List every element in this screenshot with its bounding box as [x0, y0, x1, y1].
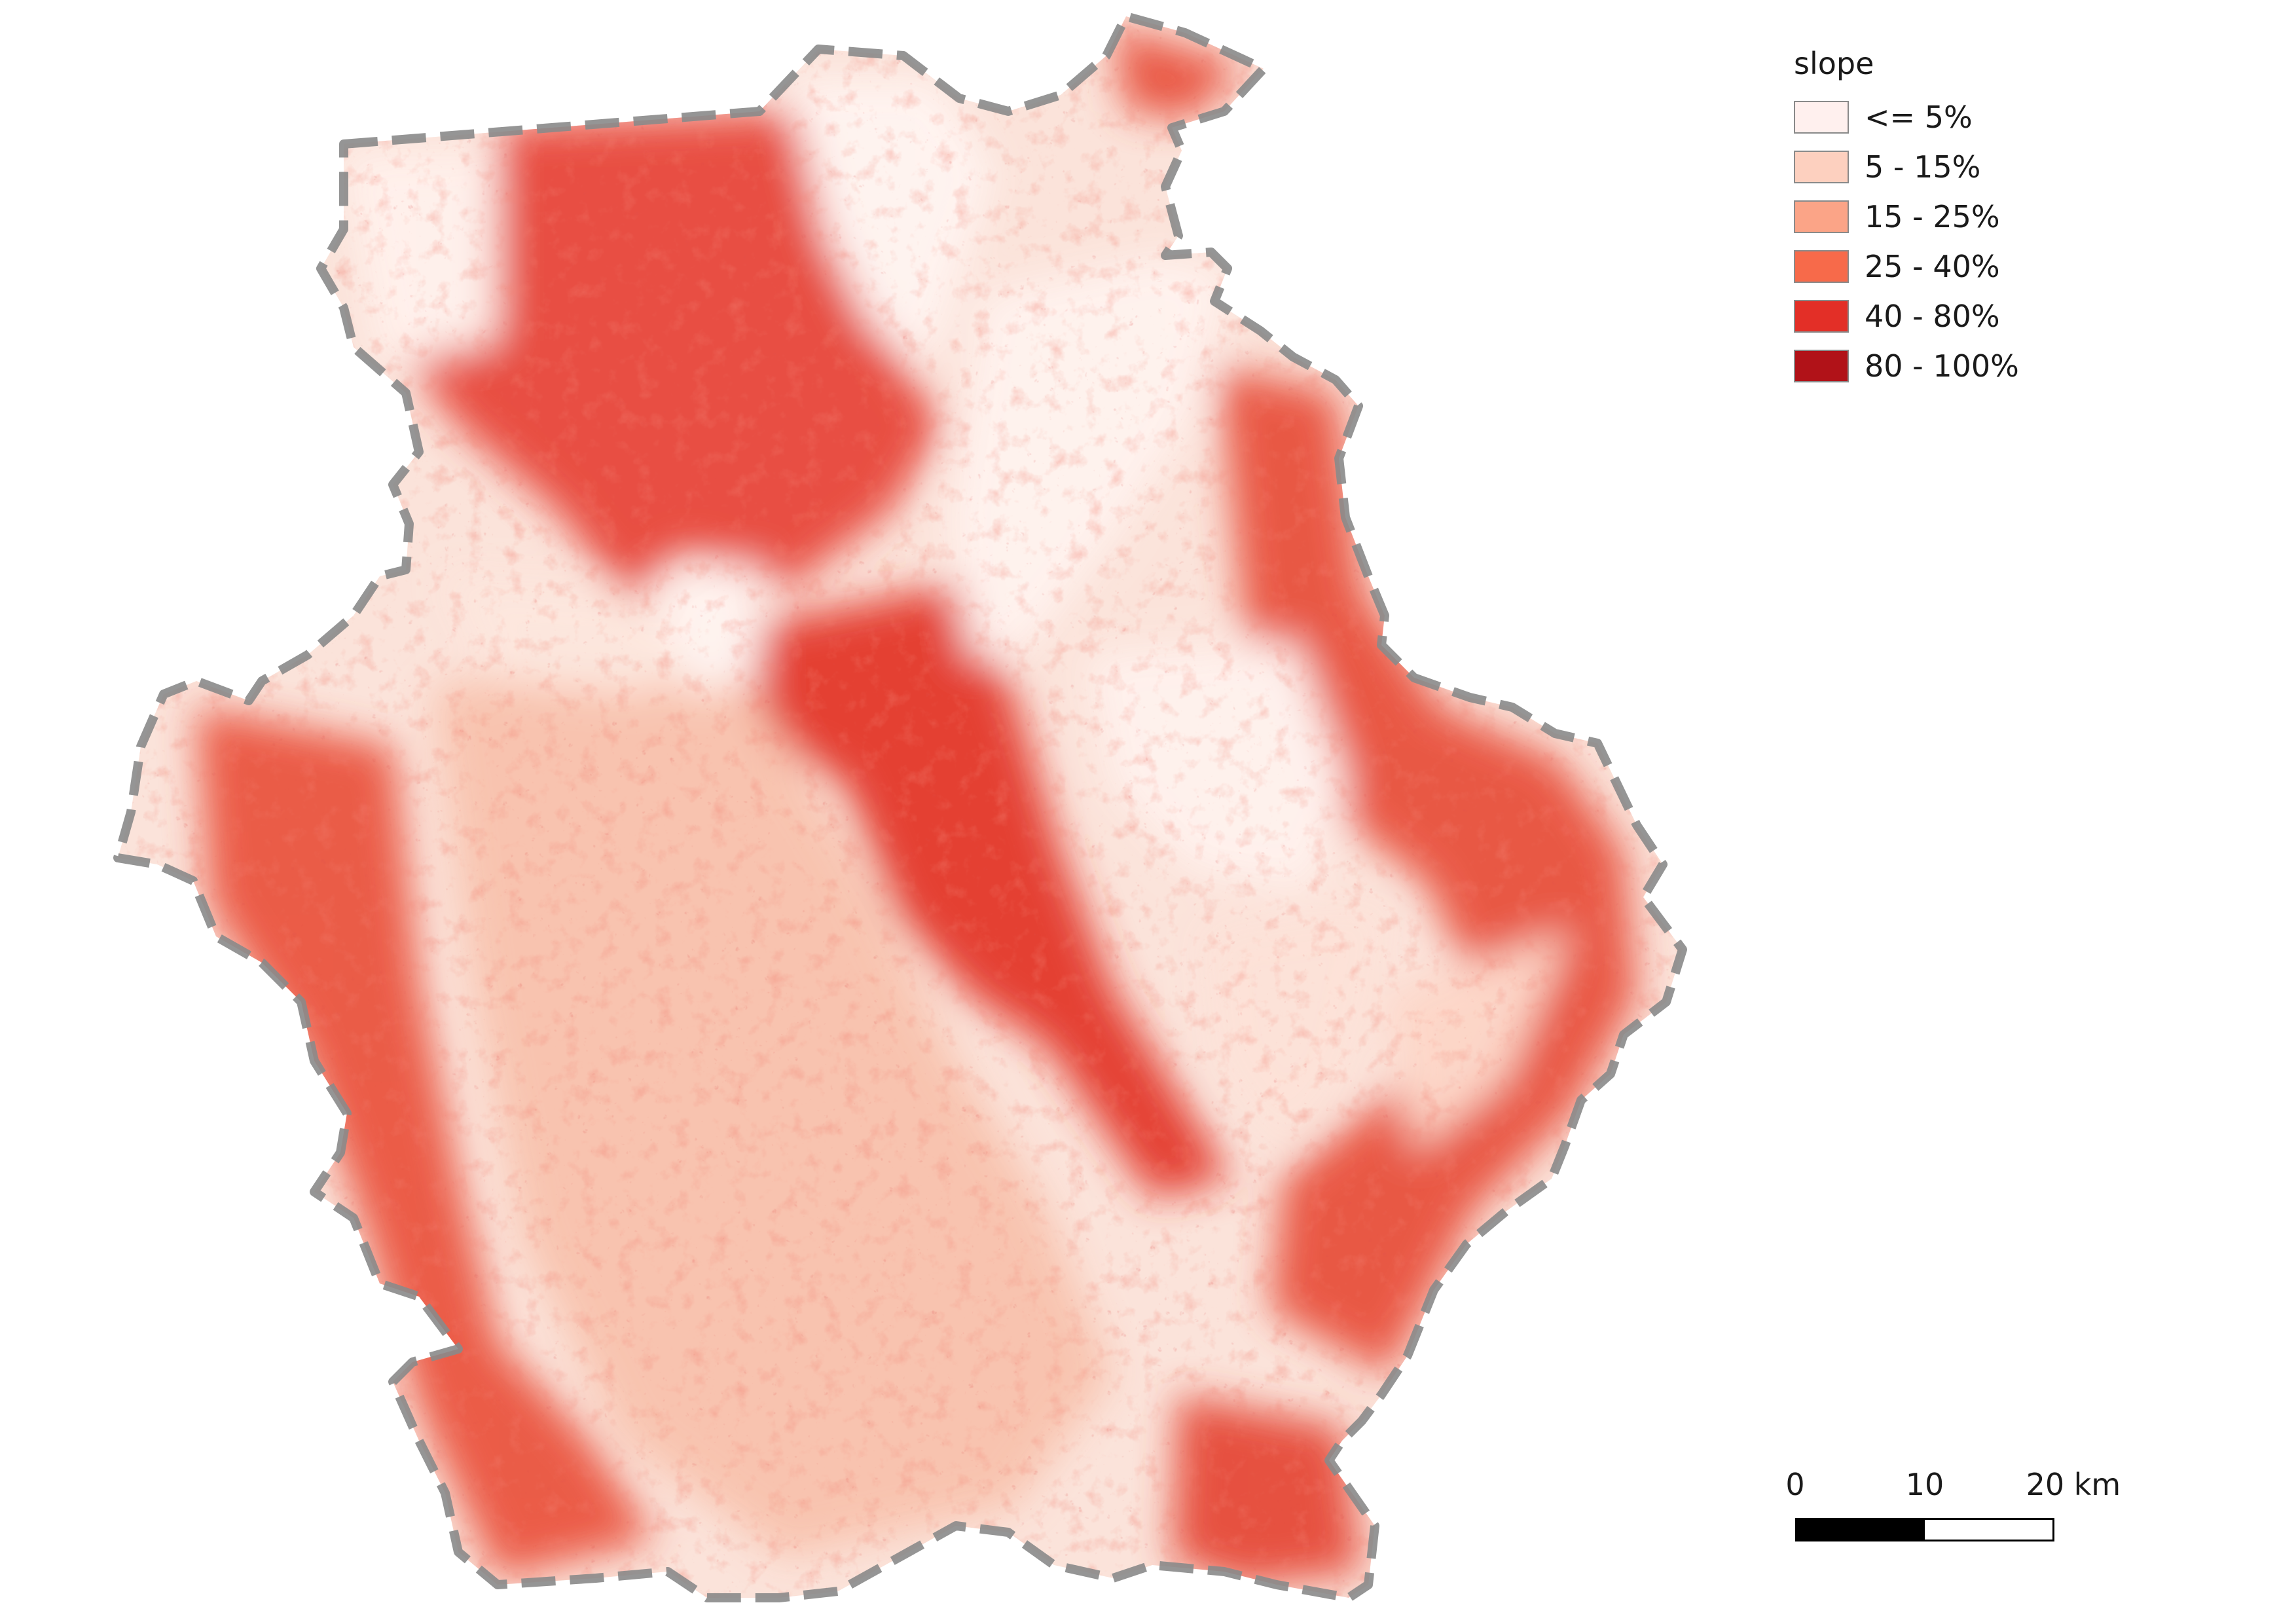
legend-item: 5 - 15%	[1794, 147, 2187, 187]
legend-label: 25 - 40%	[1865, 249, 2000, 284]
scalebar-label-0: 0	[1785, 1467, 1805, 1502]
legend-label: 80 - 100%	[1865, 348, 2019, 384]
legend-swatch	[1794, 350, 1849, 382]
scalebar-bar	[1795, 1518, 2054, 1541]
region-boundary	[113, 12, 1687, 1602]
legend-label: 40 - 80%	[1865, 299, 2000, 334]
legend-swatch	[1794, 300, 1849, 333]
legend-item: 25 - 40%	[1794, 246, 2187, 287]
scalebar-label-20: 20 km	[2026, 1467, 2121, 1502]
scalebar-segment-white	[1925, 1520, 2052, 1540]
legend-label: 15 - 25%	[1865, 199, 2000, 234]
legend-swatch	[1794, 250, 1849, 283]
legend-swatch	[1794, 200, 1849, 233]
legend-swatch	[1794, 101, 1849, 134]
legend-item: 15 - 25%	[1794, 196, 2187, 237]
legend-item: 80 - 100%	[1794, 346, 2187, 386]
legend-item: 40 - 80%	[1794, 296, 2187, 337]
scale-bar: 0 10 20 km	[1785, 1467, 2121, 1552]
legend-item: <= 5%	[1794, 97, 2187, 138]
legend-label: <= 5%	[1865, 100, 1973, 135]
legend-title: slope	[1794, 46, 1874, 81]
legend-classes: <= 5% 5 - 15% 15 - 25% 25 - 40% 40 - 80% 80 -…	[1794, 97, 2187, 386]
legend-label: 5 - 15%	[1865, 149, 1981, 185]
legend-swatch	[1794, 151, 1849, 183]
map-legend: slope <= 5% 5 - 15% 15 - 25% 25 - 40% 40 - 8…	[1794, 46, 2187, 396]
scalebar-segment-black	[1797, 1520, 1925, 1540]
scalebar-label-10: 10	[1905, 1467, 1944, 1502]
